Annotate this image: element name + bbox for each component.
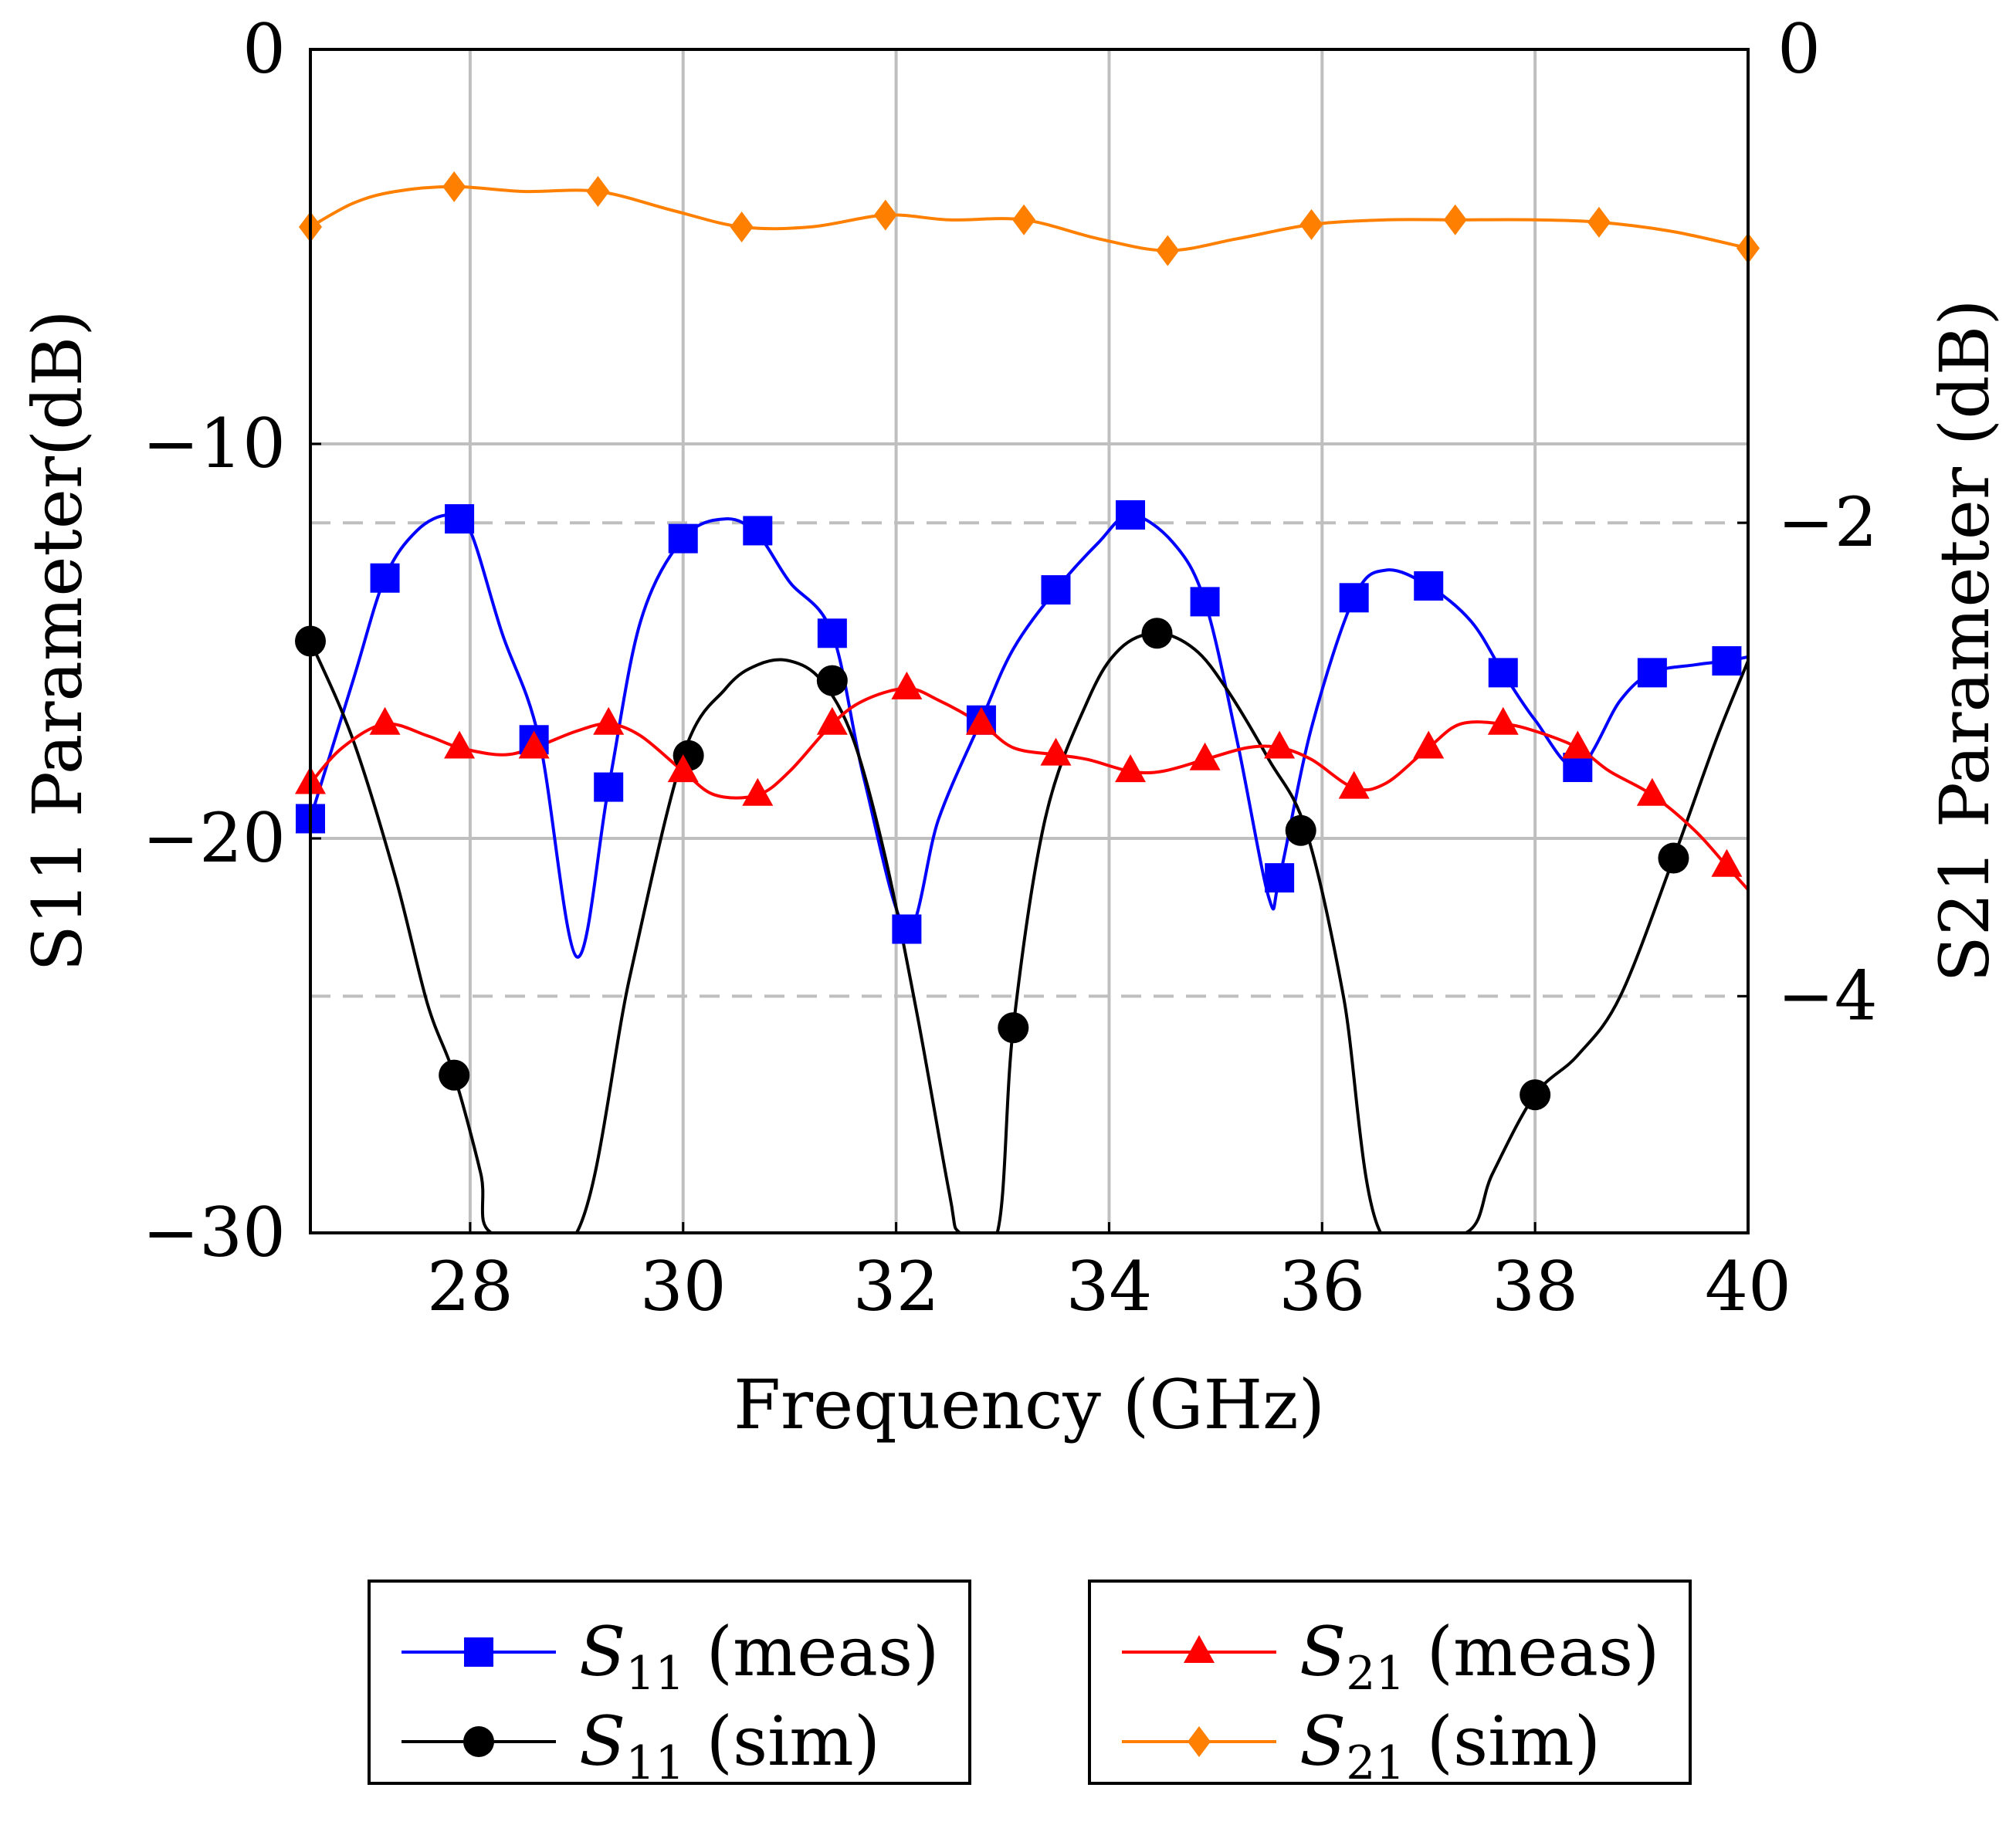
right-tick-label: −4	[1777, 956, 1878, 1035]
left-tick-label: 0	[242, 9, 286, 89]
marker-s21-sim	[1587, 206, 1611, 238]
marker-s21-meas	[891, 671, 923, 699]
legend-box-s21	[1088, 1580, 1692, 1785]
marker-s21-meas	[593, 706, 625, 735]
right-tick-label: −2	[1777, 483, 1878, 562]
legend-label-s11-sim: S11 (sim)	[579, 1701, 880, 1790]
marker-s21-sim	[873, 199, 897, 231]
marker-s21-sim	[442, 171, 466, 202]
marker-s21-meas	[1711, 848, 1743, 877]
marker-s21-sim	[1156, 235, 1180, 266]
marker-s11-sim	[1285, 814, 1316, 846]
marker-s21-meas	[518, 730, 550, 759]
marker-s21-meas	[1115, 754, 1147, 783]
marker-s21-sim	[1299, 208, 1323, 240]
marker-s21-meas	[369, 706, 401, 735]
left-tick-label: −20	[142, 798, 286, 878]
series-line-s21-meas	[310, 686, 1748, 891]
marker-s11-meas	[1414, 571, 1444, 601]
marker-s21-meas	[1413, 730, 1445, 759]
marker-s21-meas	[444, 730, 476, 759]
marker-s21-meas	[965, 706, 997, 735]
x-axis-title: Frequency (GHz)	[734, 1365, 1325, 1444]
x-tick-label: 36	[1279, 1247, 1365, 1326]
legend-s21: S21 (meas)S21 (sim)	[1088, 1580, 1692, 1790]
marker-s11-sim	[1520, 1079, 1551, 1111]
legend-s11: S11 (meas)S11 (sim)	[368, 1580, 971, 1790]
marker-s21-sim	[1443, 204, 1467, 235]
x-tick-label: 28	[427, 1247, 513, 1326]
left-tick-label: −10	[142, 404, 286, 483]
marker-s11-sim	[816, 665, 848, 696]
marker-s11-sim	[1141, 618, 1173, 649]
marker-s11-meas	[892, 914, 922, 944]
marker-s21-meas	[1189, 742, 1221, 770]
legend-marker-s21-meas	[1184, 1635, 1215, 1663]
marker-s11-meas	[445, 504, 475, 534]
marker-s21-sim	[586, 175, 610, 207]
series-line-s11-sim	[310, 631, 1748, 1233]
marker-s21-meas	[816, 706, 848, 735]
marker-s21-meas	[667, 754, 699, 783]
marker-s11-meas	[1712, 646, 1742, 676]
legend-marker-s21-sim	[1188, 1726, 1211, 1757]
legend-marker-s11-meas	[464, 1637, 493, 1667]
marker-s11-meas	[1116, 499, 1146, 530]
left-axis-title: S11 Parameter(dB)	[18, 310, 97, 971]
right-axis-ticks: 0 −2 −4	[1737, 9, 1878, 1035]
marker-s11-sim	[998, 1012, 1029, 1044]
marker-layer	[295, 171, 1760, 1111]
series-line-s21-sim	[310, 185, 1748, 252]
x-tick-label: 34	[1066, 1247, 1152, 1326]
marker-s11-meas	[1265, 863, 1295, 893]
marker-s11-meas	[668, 523, 698, 554]
x-tick-label: 40	[1705, 1247, 1791, 1326]
right-axis-title: S21 Parameter (dB)	[1925, 299, 2004, 982]
grid	[310, 49, 1748, 1233]
marker-s11-meas	[743, 516, 773, 546]
x-axis-ticks: 28 30 32 34 36 38 40	[427, 1222, 1791, 1326]
left-axis-ticks: 0 −10 −20 −30	[142, 9, 321, 1272]
legend-marker-s11-sim	[463, 1726, 494, 1757]
x-tick-label: 32	[853, 1247, 940, 1326]
marker-s21-sim	[1012, 204, 1036, 235]
marker-s21-meas	[1040, 737, 1072, 766]
legend-label-s11-meas: S11 (meas)	[579, 1612, 939, 1701]
marker-s11-meas	[594, 772, 624, 802]
marker-s21-meas	[1562, 730, 1594, 759]
x-tick-label: 30	[640, 1247, 727, 1326]
marker-s21-meas	[1487, 706, 1519, 735]
marker-s11-sim	[439, 1059, 470, 1091]
marker-s11-meas	[817, 618, 847, 648]
legend-label-s21-meas: S21 (meas)	[1299, 1612, 1659, 1701]
left-tick-label: −30	[142, 1193, 286, 1272]
x-tick-label: 38	[1492, 1247, 1578, 1326]
legend-label-s21-sim: S21 (sim)	[1299, 1701, 1601, 1790]
marker-s21-meas	[1338, 770, 1370, 799]
plot-frame	[309, 48, 1750, 1234]
marker-s21-meas	[742, 777, 774, 806]
right-tick-label: 0	[1777, 9, 1821, 89]
marker-s11-meas	[370, 563, 400, 593]
marker-s11-sim	[1658, 842, 1689, 874]
marker-s21-sim	[730, 211, 754, 242]
right-axis-gridlines	[310, 521, 1748, 998]
marker-s11-meas	[1190, 587, 1220, 617]
marker-s11-meas	[1488, 658, 1518, 688]
marker-s21-meas	[1636, 777, 1668, 806]
marker-s21-meas	[1264, 730, 1296, 759]
marker-s11-meas	[1637, 658, 1667, 688]
marker-s11-meas	[1041, 575, 1071, 605]
marker-s11-meas	[1339, 583, 1369, 613]
